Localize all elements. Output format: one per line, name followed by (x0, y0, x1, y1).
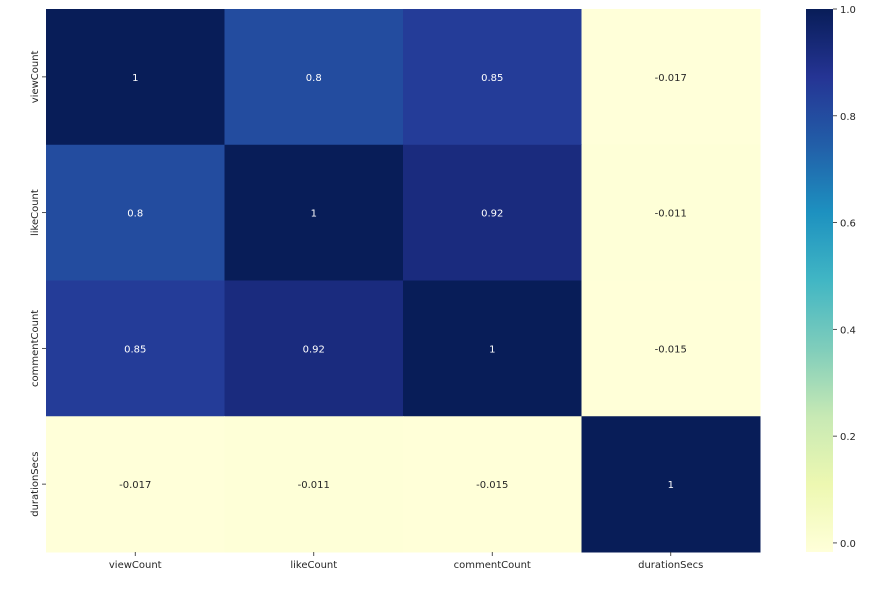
y-axis-ticks: viewCount likeCount commentCount durationSe… (30, 50, 46, 517)
colorbar-tick-label: 0.8 (840, 112, 856, 123)
heatmap-cell (581, 144, 761, 281)
heatmap-cell (403, 280, 582, 417)
cell-annotation: 0.92 (481, 209, 503, 220)
heatmap-cell (224, 144, 404, 281)
cell-annotation: -0.015 (655, 344, 687, 355)
x-axis-ticks: viewCount likeCount commentCount durationSe… (109, 552, 703, 571)
heatmap-cell (403, 144, 582, 281)
heatmap-cell (46, 280, 225, 417)
y-tick-label: durationSecs (30, 451, 41, 516)
cell-annotation: -0.015 (476, 480, 508, 491)
colorbar-tick-label: 0.6 (840, 219, 856, 230)
colorbar-tick-label: 0.4 (840, 325, 856, 336)
cell-annotation: 1 (668, 480, 674, 491)
cell-annotation: 1 (311, 209, 317, 220)
x-tick-label: viewCount (109, 560, 162, 571)
cell-annotation: 1 (489, 344, 495, 355)
colorbar-tick-label: 1.0 (840, 5, 856, 16)
heatmap-cells (46, 9, 761, 553)
heatmap-cell (581, 9, 761, 146)
heatmap-cell (403, 416, 582, 553)
heatmap-cell (581, 280, 761, 417)
heatmap-cell (581, 416, 761, 553)
cell-annotation: 0.8 (306, 73, 322, 84)
colorbar-tick-label: 0.2 (840, 432, 856, 443)
cell-annotation: 1 (132, 73, 138, 84)
y-tick-label: viewCount (30, 50, 41, 103)
colorbar-gradient (806, 9, 833, 552)
cell-annotation: 0.85 (124, 344, 146, 355)
x-tick-label: commentCount (454, 560, 531, 571)
y-tick-label: likeCount (30, 189, 41, 236)
x-tick-label: durationSecs (638, 560, 703, 571)
x-tick-label: likeCount (290, 560, 337, 571)
heatmap-cell (46, 9, 225, 146)
heatmap-cell (224, 280, 404, 417)
heatmap-cell (224, 416, 404, 553)
y-tick-label: commentCount (30, 310, 41, 387)
heatmap-cell (224, 9, 404, 146)
heatmap-cell (46, 144, 225, 281)
cell-annotation: 0.8 (127, 209, 143, 220)
cell-annotation: -0.017 (119, 480, 151, 491)
colorbar-tick-label: 0.0 (840, 539, 856, 550)
cell-annotation: 0.92 (303, 344, 325, 355)
cell-annotation: -0.017 (655, 73, 687, 84)
heatmap-cell (46, 416, 225, 553)
cell-annotation: -0.011 (298, 480, 330, 491)
colorbar: 0.0 0.2 0.4 0.6 0.8 1.0 (806, 5, 856, 552)
cell-annotation: 0.85 (481, 73, 503, 84)
heatmap-annotations: 1 0.8 0.85 -0.017 0.8 1 0.92 -0.011 0.85 0.92 1 -0.… (119, 73, 687, 491)
cell-annotation: -0.011 (655, 209, 687, 220)
heatmap-cell (403, 9, 582, 146)
